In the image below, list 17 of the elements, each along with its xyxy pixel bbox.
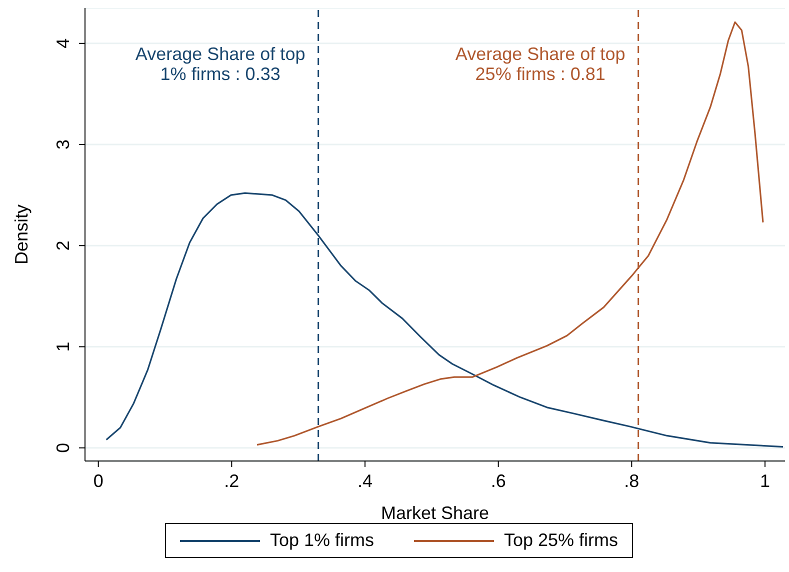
ref-line-label: Average Share of top 1% firms : 0.33	[135, 44, 306, 84]
legend-label: Top 25% firms	[504, 530, 618, 551]
x-tick-label: .8	[624, 471, 640, 491]
y-tick-label: 2	[53, 240, 73, 251]
x-tick-label: .4	[357, 471, 373, 491]
ref-line-label: Average Share of top 25% firms : 0.81	[455, 44, 626, 84]
x-tick-label: .2	[224, 471, 240, 491]
x-tick-label: 0	[93, 471, 104, 491]
y-axis-title: Density	[11, 204, 32, 265]
y-tick-label: 0	[53, 442, 73, 453]
legend-label: Top 1% firms	[270, 530, 374, 551]
x-tick-label: .6	[490, 471, 506, 491]
y-tick-label: 4	[53, 38, 73, 48]
y-tick-label: 3	[53, 140, 73, 150]
x-tick-label: 1	[760, 471, 770, 491]
y-tick-label: 1	[53, 342, 73, 352]
x-axis-title: Market Share	[380, 503, 490, 523]
